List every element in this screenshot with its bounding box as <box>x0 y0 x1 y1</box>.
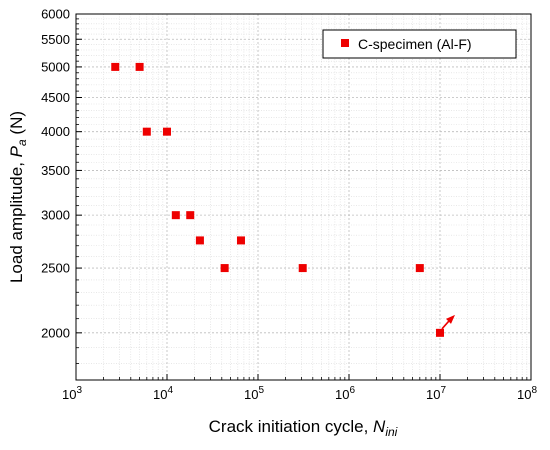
y-tick-label: 3500 <box>41 163 70 178</box>
x-tick-label: 108 <box>517 385 537 402</box>
y-tick-label: 6000 <box>41 7 70 22</box>
plot-frame <box>75 13 532 381</box>
data-point <box>163 127 171 136</box>
legend-label: C-specimen (Al-F) <box>358 36 472 52</box>
data-points <box>111 62 455 337</box>
legend-marker-square <box>341 39 349 47</box>
legend-box <box>322 29 517 59</box>
y-tick-label: 4500 <box>41 90 70 105</box>
data-point <box>298 264 307 273</box>
y-tick-label: 2000 <box>41 325 70 340</box>
runout-arrow-head <box>446 314 455 324</box>
ticks <box>75 13 532 380</box>
x-tick-label: 104 <box>153 385 173 402</box>
data-point <box>415 264 424 273</box>
data-point <box>171 211 180 220</box>
data-point <box>135 62 144 71</box>
y-axis-title: Load amplitude, Pa (N) <box>7 111 29 283</box>
x-tick-label: 103 <box>62 385 82 402</box>
data-point <box>236 236 245 245</box>
x-tick-label: 107 <box>426 385 446 402</box>
y-tick-label: 4000 <box>41 124 70 139</box>
y-tick-label: 3000 <box>41 208 70 223</box>
y-tick-label: 5500 <box>41 32 70 47</box>
y-tick-label: 2500 <box>41 261 70 276</box>
data-point <box>142 127 151 136</box>
legend: C-specimen (Al-F) <box>322 29 517 59</box>
y-tick-label: 5000 <box>41 59 70 74</box>
x-axis-title: Crack initiation cycle, Nini <box>209 417 398 439</box>
data-point <box>111 62 120 71</box>
data-point <box>436 328 444 337</box>
tick-labels: 103 104 105 106 107 108 2000 2500 3000 3500 4000 45… <box>41 7 537 403</box>
data-point <box>186 211 195 220</box>
data-point <box>220 264 229 273</box>
x-tick-label: 106 <box>335 385 355 402</box>
grid <box>75 13 532 380</box>
data-point <box>195 236 204 245</box>
x-tick-label: 105 <box>244 385 264 402</box>
